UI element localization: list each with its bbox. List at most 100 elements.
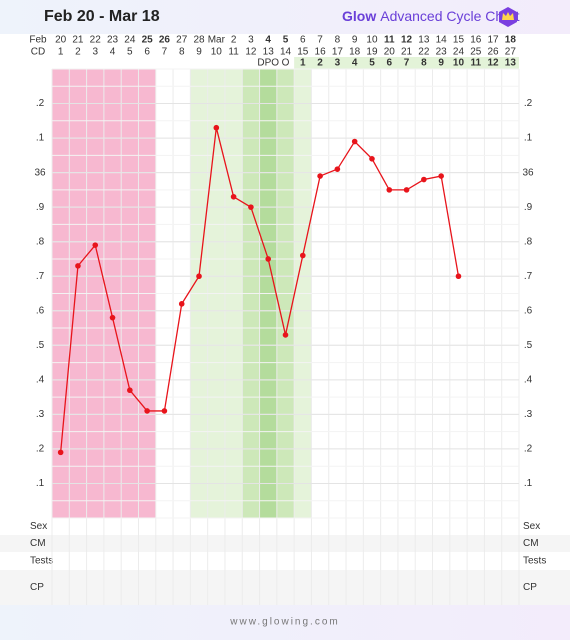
row-bg <box>0 570 570 605</box>
cycle-day-label: 25 <box>470 47 482 58</box>
cycle-day-label: 7 <box>162 47 168 58</box>
dpo-label: 12 <box>487 58 499 69</box>
cycle-day-label: 21 <box>401 47 413 58</box>
date-label: 13 <box>418 35 430 46</box>
temperature-point <box>178 301 185 307</box>
dpo-label: 6 <box>386 58 392 69</box>
y-tick-label: .1 <box>524 133 533 144</box>
date-label: 5 <box>283 35 289 46</box>
y-tick-label: .7 <box>524 271 533 282</box>
y-tick-label: .5 <box>524 340 533 351</box>
cycle-day-label: 26 <box>487 47 499 58</box>
date-label: 25 <box>142 35 154 46</box>
temperature-point <box>282 332 289 338</box>
month-label: Feb <box>29 35 47 46</box>
y-tick-label: .4 <box>524 374 533 385</box>
temperature-point <box>161 408 168 414</box>
row-label: Tests <box>523 556 546 567</box>
dpo-row-bg <box>294 57 519 69</box>
temperature-point <box>334 166 341 172</box>
dpo-label: 4 <box>352 58 358 69</box>
date-label: 10 <box>366 35 378 46</box>
cycle-day-label: 24 <box>453 47 465 58</box>
row-bg <box>0 535 570 552</box>
cycle-day-label: 13 <box>263 47 275 58</box>
dpo-label: 13 <box>505 58 517 69</box>
y-tick-label: .2 <box>36 444 45 455</box>
cycle-day-label: 20 <box>384 47 396 58</box>
date-label: 24 <box>124 35 136 46</box>
dpo-label: 1 <box>300 58 306 69</box>
temperature-point <box>351 138 358 145</box>
date-label: 4 <box>265 35 271 46</box>
row-label: CP <box>523 582 537 593</box>
y-tick-label: .1 <box>36 478 45 489</box>
y-tick-label: .1 <box>524 478 533 489</box>
y-tick-label: .8 <box>36 236 45 247</box>
y-tick-label: .6 <box>36 305 45 316</box>
y-tick-label: 36 <box>522 167 534 178</box>
header-bg <box>0 0 570 34</box>
row-bg <box>0 552 570 570</box>
y-tick-label: .4 <box>36 374 45 385</box>
y-tick-label: .2 <box>524 444 533 455</box>
cycle-day-label: 16 <box>315 47 327 58</box>
row-label: Sex <box>30 521 47 532</box>
dpo-label: 11 <box>470 58 481 69</box>
title: Feb 20 - Mar 18 <box>44 8 160 25</box>
y-tick-label: .9 <box>36 202 45 213</box>
cycle-day-label: 3 <box>92 47 98 58</box>
temperature-point <box>455 273 462 280</box>
date-label: 11 <box>384 35 395 46</box>
footer-url: www.glowing.com <box>229 617 339 628</box>
temperature-point <box>421 176 427 183</box>
date-label: 26 <box>159 35 171 46</box>
temperature-point <box>386 187 393 193</box>
date-label: 27 <box>176 35 188 46</box>
brand-name: Glow <box>342 8 376 24</box>
date-label: 20 <box>55 35 67 46</box>
temperature-line <box>60 127 460 453</box>
footer-bg <box>0 605 570 640</box>
y-tick-label: .2 <box>36 98 45 109</box>
cycle-day-label: 2 <box>75 47 81 58</box>
temperature-point <box>369 156 375 162</box>
temperature-point <box>57 449 64 456</box>
date-label: 28 <box>193 35 205 46</box>
temperature-point <box>317 173 323 179</box>
temperature-point <box>75 263 81 269</box>
cycle-day-label: 5 <box>127 47 133 58</box>
dpo-label: 8 <box>421 58 427 69</box>
temperature-point <box>230 193 237 200</box>
date-label: 23 <box>107 35 119 46</box>
dpo-label: 3 <box>335 58 341 69</box>
cycle-day-label: 23 <box>436 47 448 58</box>
cycle-day-label: 6 <box>144 47 150 58</box>
cycle-day-label: 12 <box>245 47 257 58</box>
temperature-point <box>109 314 116 321</box>
dpo-label: 9 <box>438 58 444 69</box>
row-label: Sex <box>523 521 540 532</box>
y-tick-label: .1 <box>36 133 45 144</box>
dpo-label: 5 <box>369 58 375 69</box>
temperature-point <box>144 408 150 414</box>
temperature-point <box>299 252 306 259</box>
cycle-day-label: 9 <box>196 47 202 58</box>
cycle-day-label: 17 <box>332 47 344 58</box>
cycle-day-label: 8 <box>179 47 185 58</box>
cycle-day-label: 19 <box>366 47 378 58</box>
date-label: 8 <box>335 35 341 46</box>
date-label: 18 <box>505 35 517 46</box>
temperature-point <box>438 173 444 179</box>
date-label: 22 <box>90 35 102 46</box>
y-tick-label: .5 <box>36 340 45 351</box>
cycle-day-label: 10 <box>211 47 223 58</box>
cycle-day-label: 1 <box>58 47 64 58</box>
y-tick-label: .8 <box>524 236 533 247</box>
brand-subtitle: Advanced Cycle Chart <box>380 8 519 24</box>
y-tick-label: .9 <box>524 202 533 213</box>
brand: Glow Advanced Cycle Chart <box>342 8 520 24</box>
dpo-label: 2 <box>317 58 323 69</box>
y-tick-label: .3 <box>524 409 533 420</box>
y-tick-label: .6 <box>524 305 533 316</box>
